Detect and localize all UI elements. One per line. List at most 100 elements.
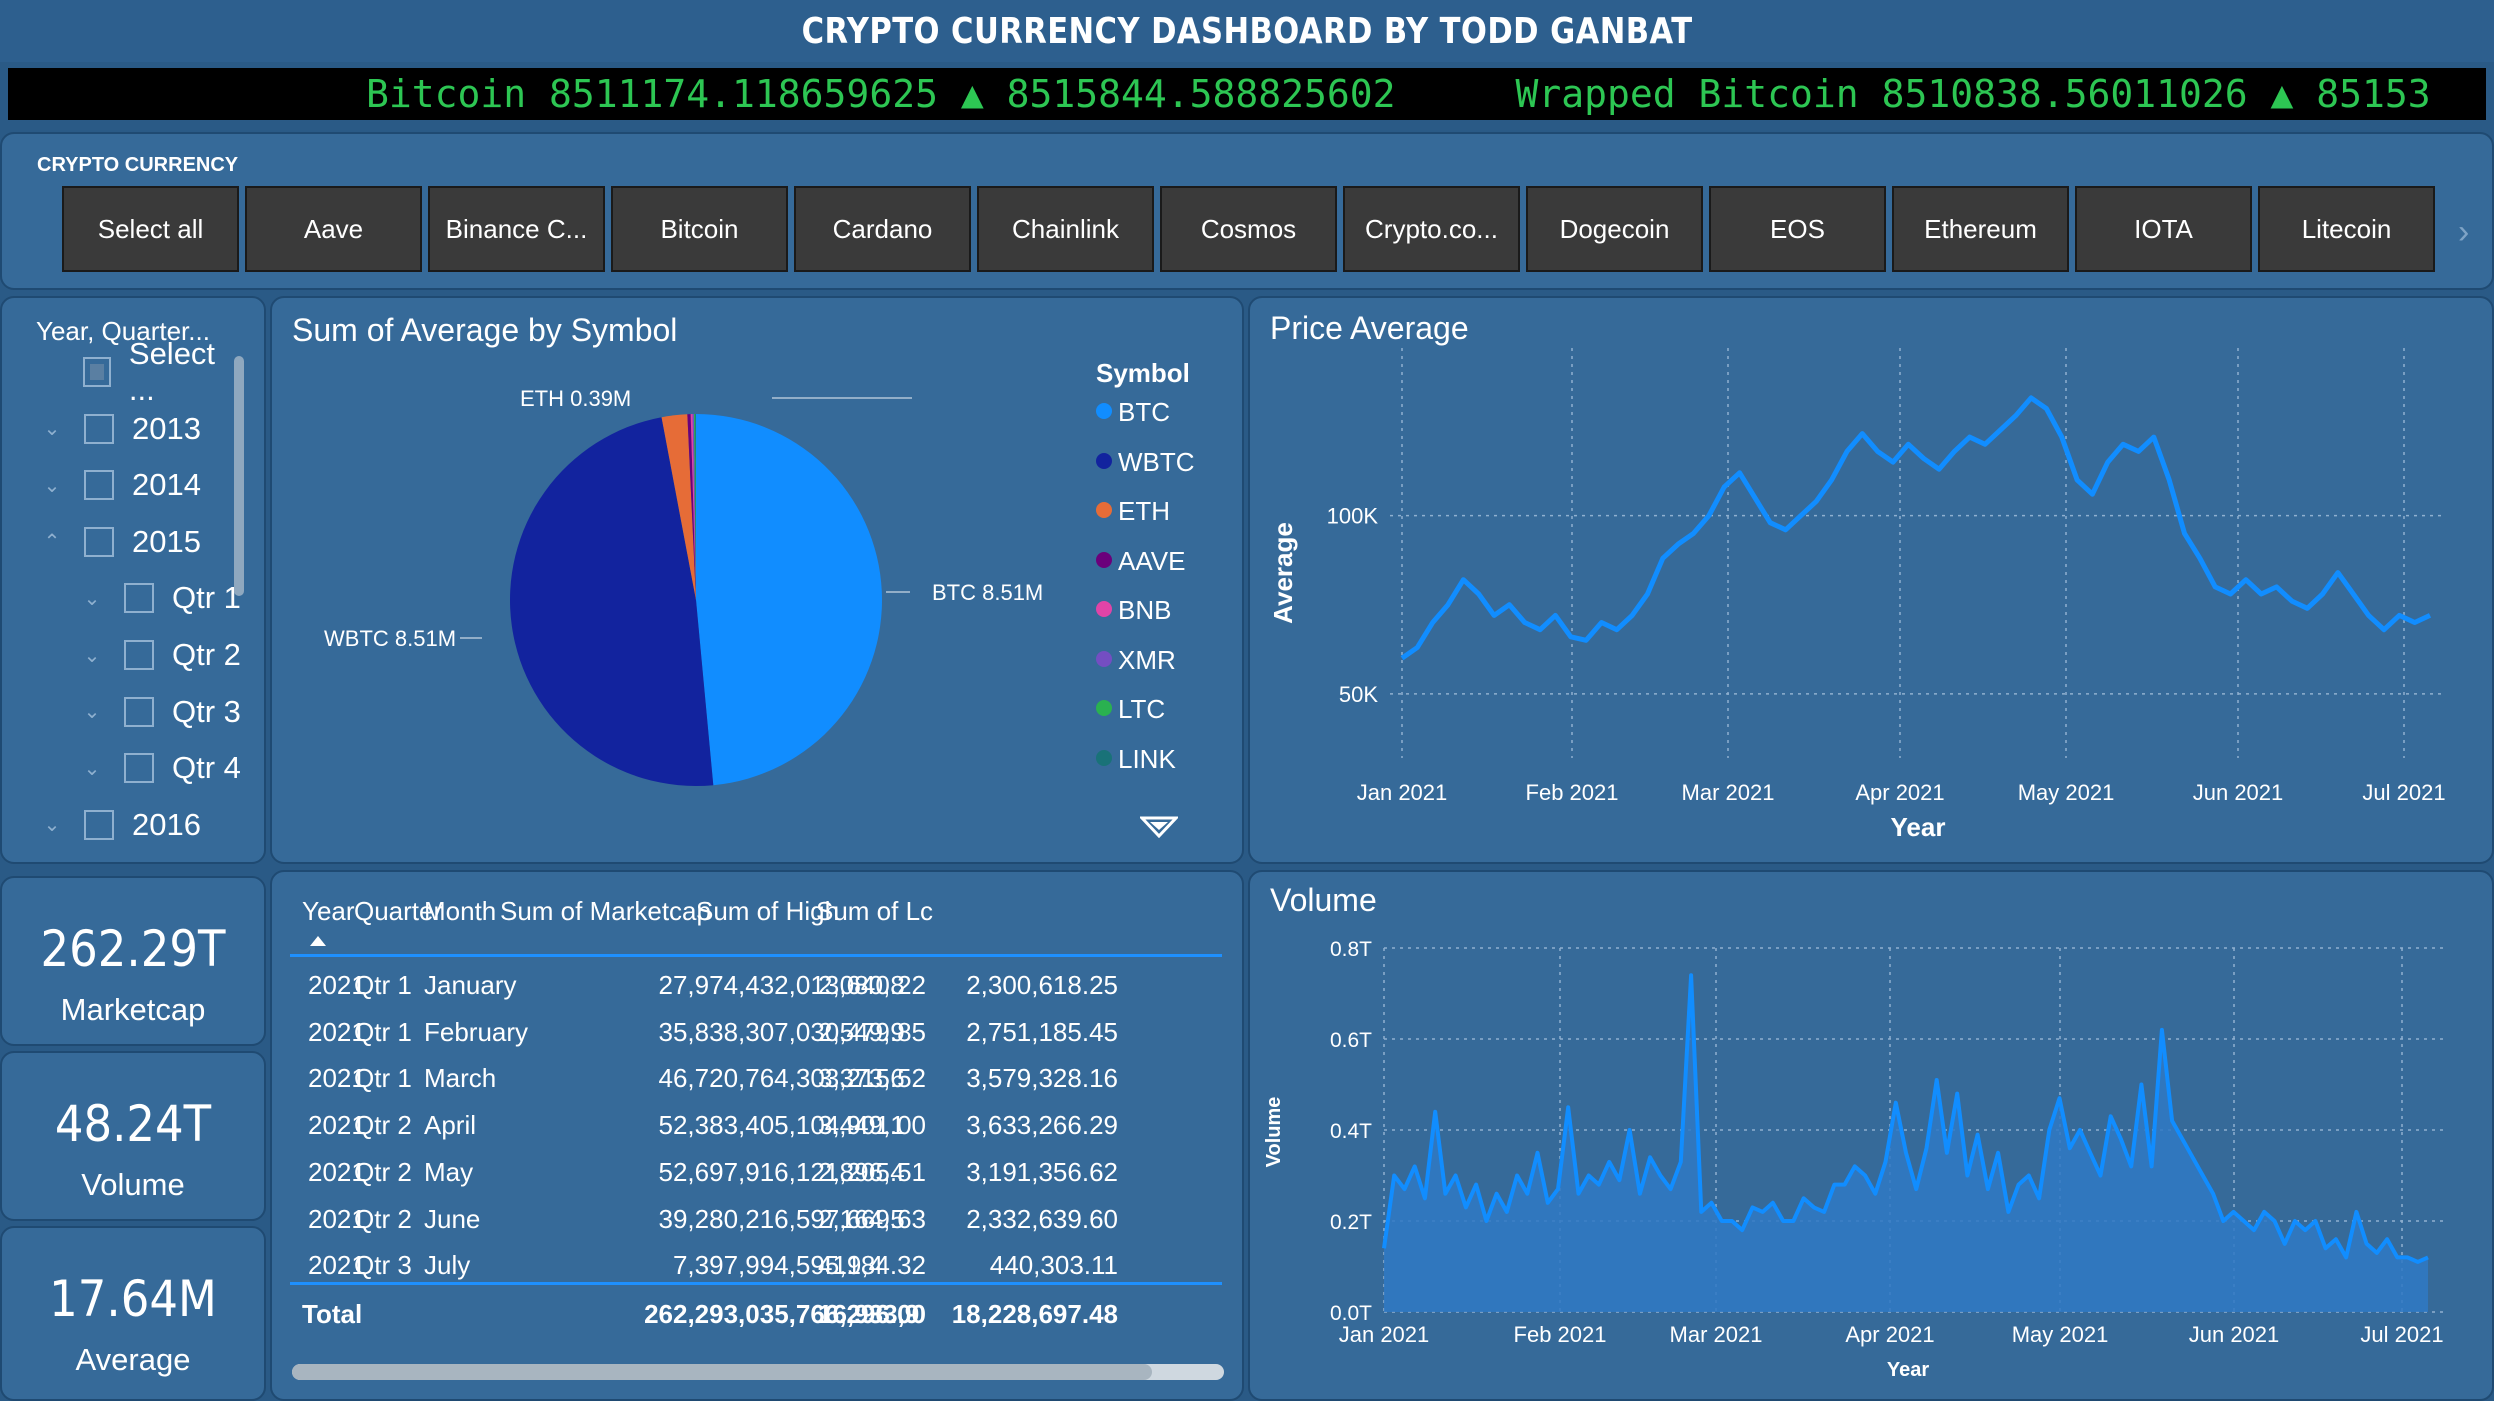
wbtc-data-label: WBTC 8.51M [324,626,456,651]
chevron-down-icon[interactable]: ⌄ [43,814,61,837]
column-header[interactable]: Quarter [354,896,443,926]
checkbox[interactable] [82,357,111,387]
slicer-button-bitcoin[interactable]: Bitcoin [611,186,788,272]
checkbox[interactable] [124,696,154,727]
pie-slice-ltc[interactable] [694,414,696,600]
checkbox[interactable] [84,809,114,840]
y-tick-label: 50K [1339,682,1378,707]
legend-item-eth[interactable]: ETH [1096,496,1195,546]
slicer-label: CRYPTO CURRENCY [37,154,239,176]
table-row[interactable]: 2021 Qtr 1 January 27,974,432,013,640.22 2,3… [292,962,1222,1008]
chevron-down-icon[interactable]: ⌄ [83,587,101,610]
pie-slice-xmr[interactable] [692,414,696,600]
price-average-chart: 50K 100K Jan 2021 Feb 2021 Mar 2021 Apr 2021 M… [1268,348,2446,842]
year-slicer-scrollbar[interactable] [234,356,244,596]
year-tree-item[interactable]: ⌄ Qtr 4 [80,748,241,788]
slicer-button-litecoin[interactable]: Litecoin [2258,186,2435,272]
slicer-button-crypto-co[interactable]: Crypto.co... [1343,186,1520,272]
legend-dot [1096,551,1112,568]
table-cell: 2021 [308,1250,366,1281]
year-tree-item[interactable]: Select ... [40,336,242,407]
legend-label: BNB [1118,595,1172,625]
x-tick-label: May 2021 [2018,780,2115,805]
price-average-panel: Price Average 50K 100K Jan 2021 Feb 2021 Mar… [1248,296,2494,864]
chevron-right-icon[interactable]: › [2458,213,2470,251]
pie-slice-bnb[interactable] [690,414,696,600]
table-row[interactable]: 2021 Qtr 1 February 35,838,307,030,479.85 2,… [292,1009,1222,1055]
slicer-button-chainlink[interactable]: Chainlink [977,186,1154,272]
table-row[interactable]: 2021 Qtr 3 July 7,397,994,595,184.32 440,303… [292,1242,1222,1288]
y-tick-label: 0.8T [1330,938,1372,961]
x-axis-label: Year [1891,812,1946,842]
chevron-up-icon[interactable]: ⌃ [43,531,61,554]
checkbox[interactable] [84,470,114,501]
pie-slice-btc[interactable] [696,414,883,786]
year-tree-item[interactable]: ⌄ Qtr 3 [80,692,241,732]
year-tree-item[interactable]: ⌄ Qtr 2 [80,635,241,675]
column-header[interactable]: Month [424,896,497,926]
table-row[interactable]: 2021 Qtr 2 June 39,280,216,597,669.63 2,332,… [292,1196,1222,1242]
checkbox[interactable] [124,753,154,784]
table-cell: Qtr 2 [354,1203,412,1234]
legend-item-aave[interactable]: AAVE [1096,546,1195,596]
slicer-button-eos[interactable]: EOS [1709,186,1886,272]
x-tick-label: Jun 2021 [2189,1322,2280,1347]
legend-item-wbtc[interactable]: WBTC [1096,447,1195,497]
slicer-button-cardano[interactable]: Cardano [794,186,971,272]
chevron-down-icon[interactable]: ⌄ [43,474,61,497]
legend-item-bnb[interactable]: BNB [1096,595,1195,645]
table-row[interactable]: 2021 Qtr 1 March 46,720,764,303,215.52 3,579… [292,1055,1222,1101]
eth-data-label: ETH 0.39M [520,386,631,411]
checkbox[interactable] [84,526,114,557]
year-tree-item[interactable]: ⌄ 2013 [40,409,201,449]
slicer-button-iota[interactable]: IOTA [2075,186,2252,272]
table-row[interactable]: 2021 Qtr 2 May 52,697,916,121,205.51 3,191,3… [292,1149,1222,1195]
checkbox[interactable] [84,413,114,444]
slicer-button-cosmos[interactable]: Cosmos [1160,186,1337,272]
sort-ascending-icon[interactable] [310,936,326,946]
table-row[interactable]: 2021 Qtr 2 April 52,383,405,104,901.00 3,633… [292,1102,1222,1148]
legend-item-ltc[interactable]: LTC [1096,694,1195,744]
chevron-down-icon[interactable]: ⌄ [83,757,101,780]
checkbox[interactable] [124,640,154,670]
column-header[interactable]: Sum of Marketcap [500,896,711,926]
y-tick-label: 100K [1327,504,1379,529]
slicer-button-binance-c[interactable]: Binance C... [428,186,605,272]
slicer-button-aave[interactable]: Aave [245,186,422,272]
chevron-down-icon[interactable]: ⌄ [83,701,101,724]
volume-line[interactable] [1382,973,2429,1264]
column-header[interactable]: Year [302,896,355,926]
pie-slice-link[interactable] [695,414,696,600]
x-tick-label: Mar 2021 [1682,780,1775,805]
year-tree-label: Select ... [128,336,216,407]
header-divider [290,954,1222,957]
pie-slice-eth[interactable] [661,414,696,600]
column-header[interactable]: Sum of High [696,896,840,926]
legend-item-link[interactable]: LINK [1096,744,1195,794]
legend-scroll-down-icon[interactable] [1140,816,1178,838]
table-cell: 7,397,994,595,184.32 [672,1250,926,1281]
checkbox[interactable] [124,583,154,614]
pie-slice-wbtc[interactable] [509,417,714,786]
year-tree-item[interactable]: ⌃ 2015 [40,522,201,562]
year-tree-item[interactable]: ⌄ 2016 [40,805,201,845]
slicer-button-select-all[interactable]: Select all [62,186,239,272]
table-cell: 2,080,8 [818,970,905,1000]
total-cell: 262,293,035,766,296.00 [644,1298,926,1329]
chevron-down-icon[interactable]: ⌄ [83,644,101,667]
column-header[interactable]: Sum of Lc [816,896,934,926]
legend-item-xmr[interactable]: XMR [1096,645,1195,695]
btc-data-label: BTC 8.51M [932,580,1043,605]
price-average-line[interactable] [1400,395,2432,661]
chevron-down-icon[interactable]: ⌄ [43,418,61,441]
slicer-button-ethereum[interactable]: Ethereum [1892,186,2069,272]
year-tree-label: Qtr 4 [172,750,241,786]
scrollbar-thumb[interactable] [292,1364,1152,1380]
year-tree-item[interactable]: ⌄ 2014 [40,465,201,505]
year-tree-item[interactable]: ⌄ Qtr 1 [80,578,241,618]
legend-item-btc[interactable]: BTC [1096,397,1195,447]
slicer-button-dogecoin[interactable]: Dogecoin [1526,186,1703,272]
table-horizontal-scrollbar[interactable] [292,1364,1224,1380]
pie-slice-aave[interactable] [687,414,696,600]
kpi-volume-card: 48.24T Volume [0,1051,266,1221]
